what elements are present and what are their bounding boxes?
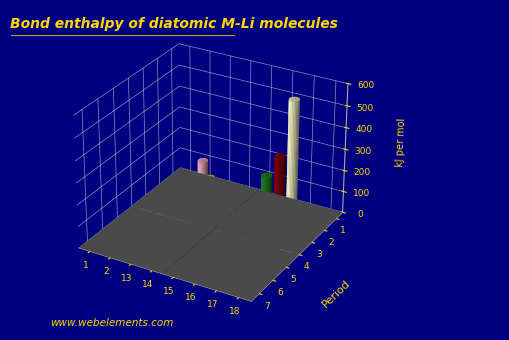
Y-axis label: Period: Period bbox=[320, 278, 352, 309]
Text: Bond enthalpy of diatomic M-Li molecules: Bond enthalpy of diatomic M-Li molecules bbox=[10, 17, 337, 31]
Text: ─────────────────────────────────────────────: ────────────────────────────────────────… bbox=[10, 31, 235, 39]
Text: www.webelements.com: www.webelements.com bbox=[50, 318, 174, 328]
